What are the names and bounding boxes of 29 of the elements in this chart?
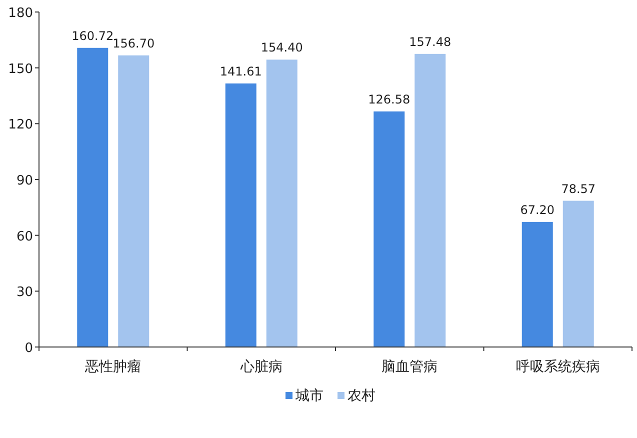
x-tick-label: 恶性肿瘤 — [84, 359, 142, 375]
legend-label: 农村 — [348, 388, 376, 404]
bar — [77, 48, 108, 347]
y-tick-label: 90 — [16, 174, 33, 188]
x-tick-label: 呼吸系统疾病 — [516, 359, 600, 375]
legend-label: 城市 — [294, 388, 324, 404]
data-label: 156.70 — [112, 36, 155, 50]
bar — [414, 54, 446, 347]
data-label: 157.48 — [409, 34, 452, 49]
bar — [118, 55, 150, 347]
data-label: 141.61 — [220, 64, 262, 78]
x-tick-label: 脑血管病 — [382, 359, 438, 375]
y-tick-label: 150 — [8, 62, 33, 77]
x-tick-label: 心脏病 — [239, 359, 282, 375]
y-tick-label: 180 — [8, 6, 33, 21]
data-label: 160.72 — [72, 28, 114, 43]
y-tick-label: 60 — [16, 229, 33, 244]
bar — [522, 222, 553, 347]
bar — [562, 200, 594, 347]
bar — [266, 60, 298, 347]
bar — [374, 111, 405, 347]
data-label: 78.57 — [561, 182, 596, 196]
bar — [225, 83, 256, 347]
data-label: 67.20 — [520, 202, 555, 217]
data-label: 154.40 — [260, 40, 303, 55]
y-tick-label: 120 — [8, 118, 33, 133]
y-tick-label: 0 — [24, 341, 33, 356]
y-tick-label: 30 — [16, 285, 33, 300]
data-label: 126.58 — [368, 92, 410, 106]
